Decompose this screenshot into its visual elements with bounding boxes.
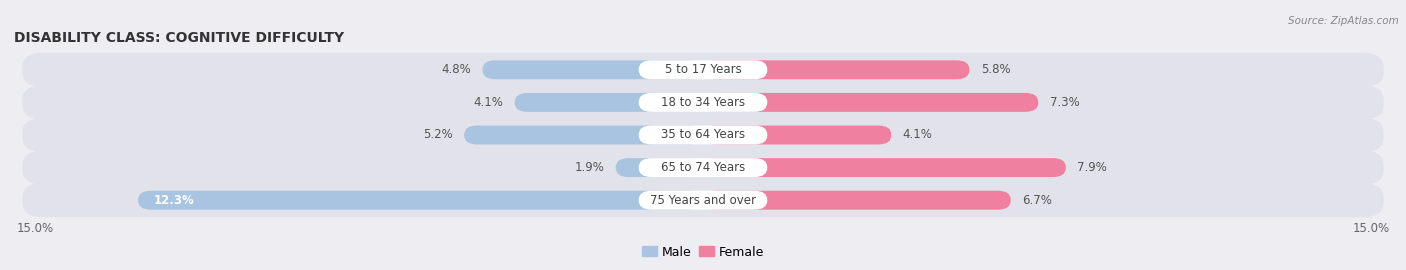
Text: 5.8%: 5.8% xyxy=(981,63,1011,76)
FancyBboxPatch shape xyxy=(703,60,969,79)
Text: 15.0%: 15.0% xyxy=(1353,222,1389,235)
FancyBboxPatch shape xyxy=(22,151,1384,185)
Text: 15.0%: 15.0% xyxy=(17,222,53,235)
FancyBboxPatch shape xyxy=(703,158,1066,177)
FancyBboxPatch shape xyxy=(482,60,703,79)
Text: 7.9%: 7.9% xyxy=(1077,161,1107,174)
FancyBboxPatch shape xyxy=(138,191,703,210)
FancyBboxPatch shape xyxy=(638,191,768,210)
Text: 35 to 64 Years: 35 to 64 Years xyxy=(661,129,745,141)
Text: 5 to 17 Years: 5 to 17 Years xyxy=(665,63,741,76)
FancyBboxPatch shape xyxy=(703,126,891,144)
Text: 4.8%: 4.8% xyxy=(441,63,471,76)
FancyBboxPatch shape xyxy=(703,191,1011,210)
FancyBboxPatch shape xyxy=(22,118,1384,152)
FancyBboxPatch shape xyxy=(703,93,1038,112)
Text: 4.1%: 4.1% xyxy=(903,129,932,141)
FancyBboxPatch shape xyxy=(638,60,768,79)
Text: 65 to 74 Years: 65 to 74 Years xyxy=(661,161,745,174)
FancyBboxPatch shape xyxy=(22,183,1384,217)
FancyBboxPatch shape xyxy=(616,158,703,177)
FancyBboxPatch shape xyxy=(515,93,703,112)
Text: 75 Years and over: 75 Years and over xyxy=(650,194,756,207)
Legend: Male, Female: Male, Female xyxy=(637,241,769,264)
Text: 18 to 34 Years: 18 to 34 Years xyxy=(661,96,745,109)
FancyBboxPatch shape xyxy=(638,126,768,144)
Text: 12.3%: 12.3% xyxy=(155,194,195,207)
Text: DISABILITY CLASS: COGNITIVE DIFFICULTY: DISABILITY CLASS: COGNITIVE DIFFICULTY xyxy=(14,31,344,45)
Text: Source: ZipAtlas.com: Source: ZipAtlas.com xyxy=(1288,16,1399,26)
Text: 6.7%: 6.7% xyxy=(1022,194,1052,207)
Text: 7.3%: 7.3% xyxy=(1050,96,1080,109)
FancyBboxPatch shape xyxy=(464,126,703,144)
FancyBboxPatch shape xyxy=(638,93,768,112)
Text: 1.9%: 1.9% xyxy=(575,161,605,174)
FancyBboxPatch shape xyxy=(638,158,768,177)
Text: 5.2%: 5.2% xyxy=(423,129,453,141)
Text: 4.1%: 4.1% xyxy=(474,96,503,109)
FancyBboxPatch shape xyxy=(22,85,1384,119)
FancyBboxPatch shape xyxy=(22,53,1384,87)
